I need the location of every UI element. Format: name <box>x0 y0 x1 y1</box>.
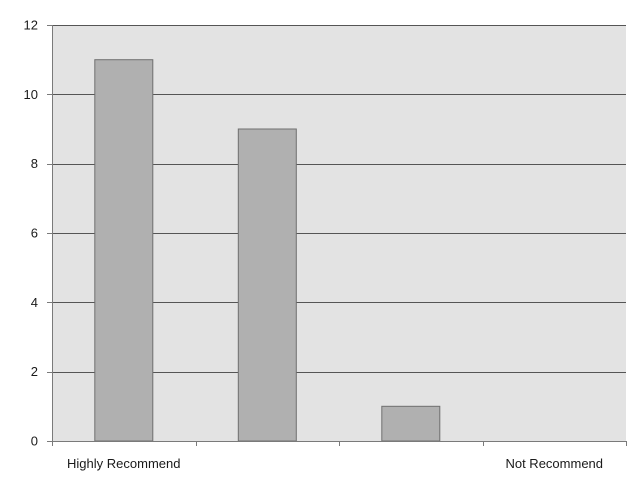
bar-3 <box>381 405 441 442</box>
y-tick-label-2: 2 <box>31 364 38 379</box>
y-tick-label-10: 10 <box>24 87 38 102</box>
y-tick-label-0: 0 <box>31 434 38 449</box>
y-tick-label-4: 4 <box>31 295 38 310</box>
y-tick-label-8: 8 <box>31 156 38 171</box>
x-tick-labels: Highly Recommend Not Recommend <box>67 456 603 471</box>
y-tick-labels: 0 2 4 6 8 10 12 <box>24 18 38 449</box>
bar-1 <box>94 59 154 442</box>
y-tick-label-12: 12 <box>24 18 38 33</box>
bar-2 <box>237 128 297 442</box>
y-tick-label-6: 6 <box>31 226 38 241</box>
x-tick-label-4: Not Recommend <box>505 456 603 471</box>
x-tick-label-1: Highly Recommend <box>67 456 180 471</box>
axes <box>47 25 627 446</box>
bars <box>94 59 441 442</box>
